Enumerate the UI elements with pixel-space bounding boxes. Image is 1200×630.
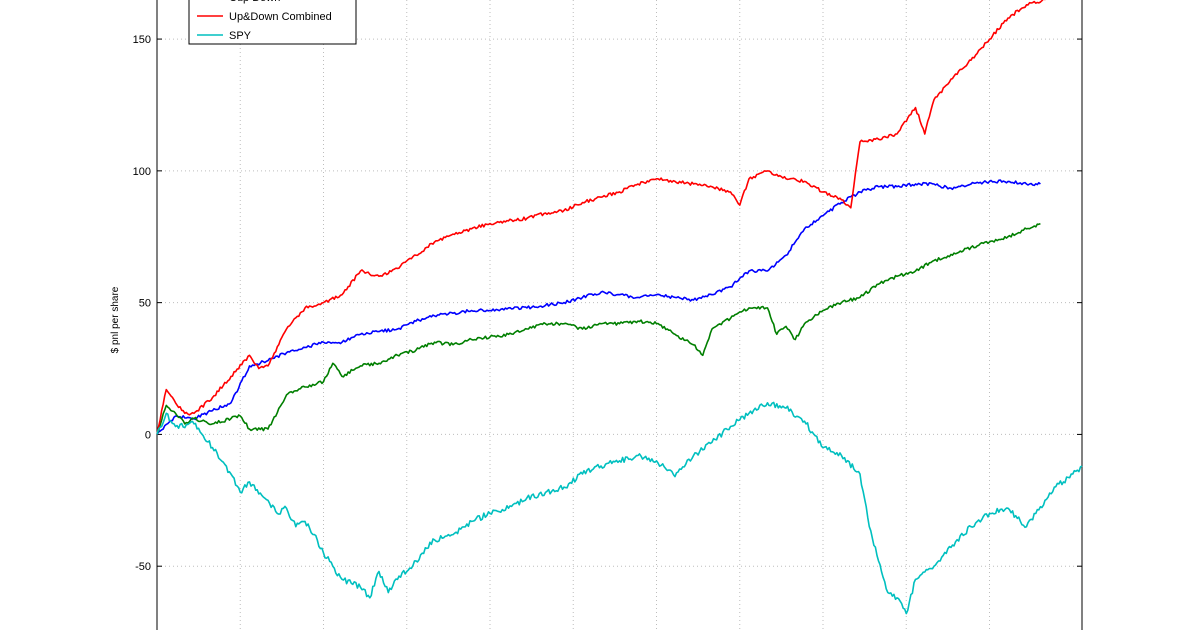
plot-frame [156,0,1083,630]
series-line-spy [156,401,1083,615]
legend-box [188,0,357,45]
y-tick-label: 100 [133,166,151,178]
grid-layer [157,0,1082,630]
legend-label: SPY [229,30,252,42]
legend-label: Cup Down [229,0,280,4]
series-line-cup-up [156,222,1041,435]
y-tick-label: 0 [145,429,151,441]
y-tick-label: 150 [133,34,151,46]
legend-label: Up&Down Combined [229,11,332,23]
series-layer [156,0,1083,615]
series-line-up-down-combined [156,0,1046,435]
y-axis: -50 0 50 100 150 [133,34,1082,573]
series-line-cup-down [156,179,1041,435]
y-tick-label: -50 [135,561,151,573]
legend: Cup Down Up&Down Combined SPY [188,0,357,45]
y-axis-label: $ pnl per share [110,286,121,353]
y-tick-label: 50 [139,298,151,310]
